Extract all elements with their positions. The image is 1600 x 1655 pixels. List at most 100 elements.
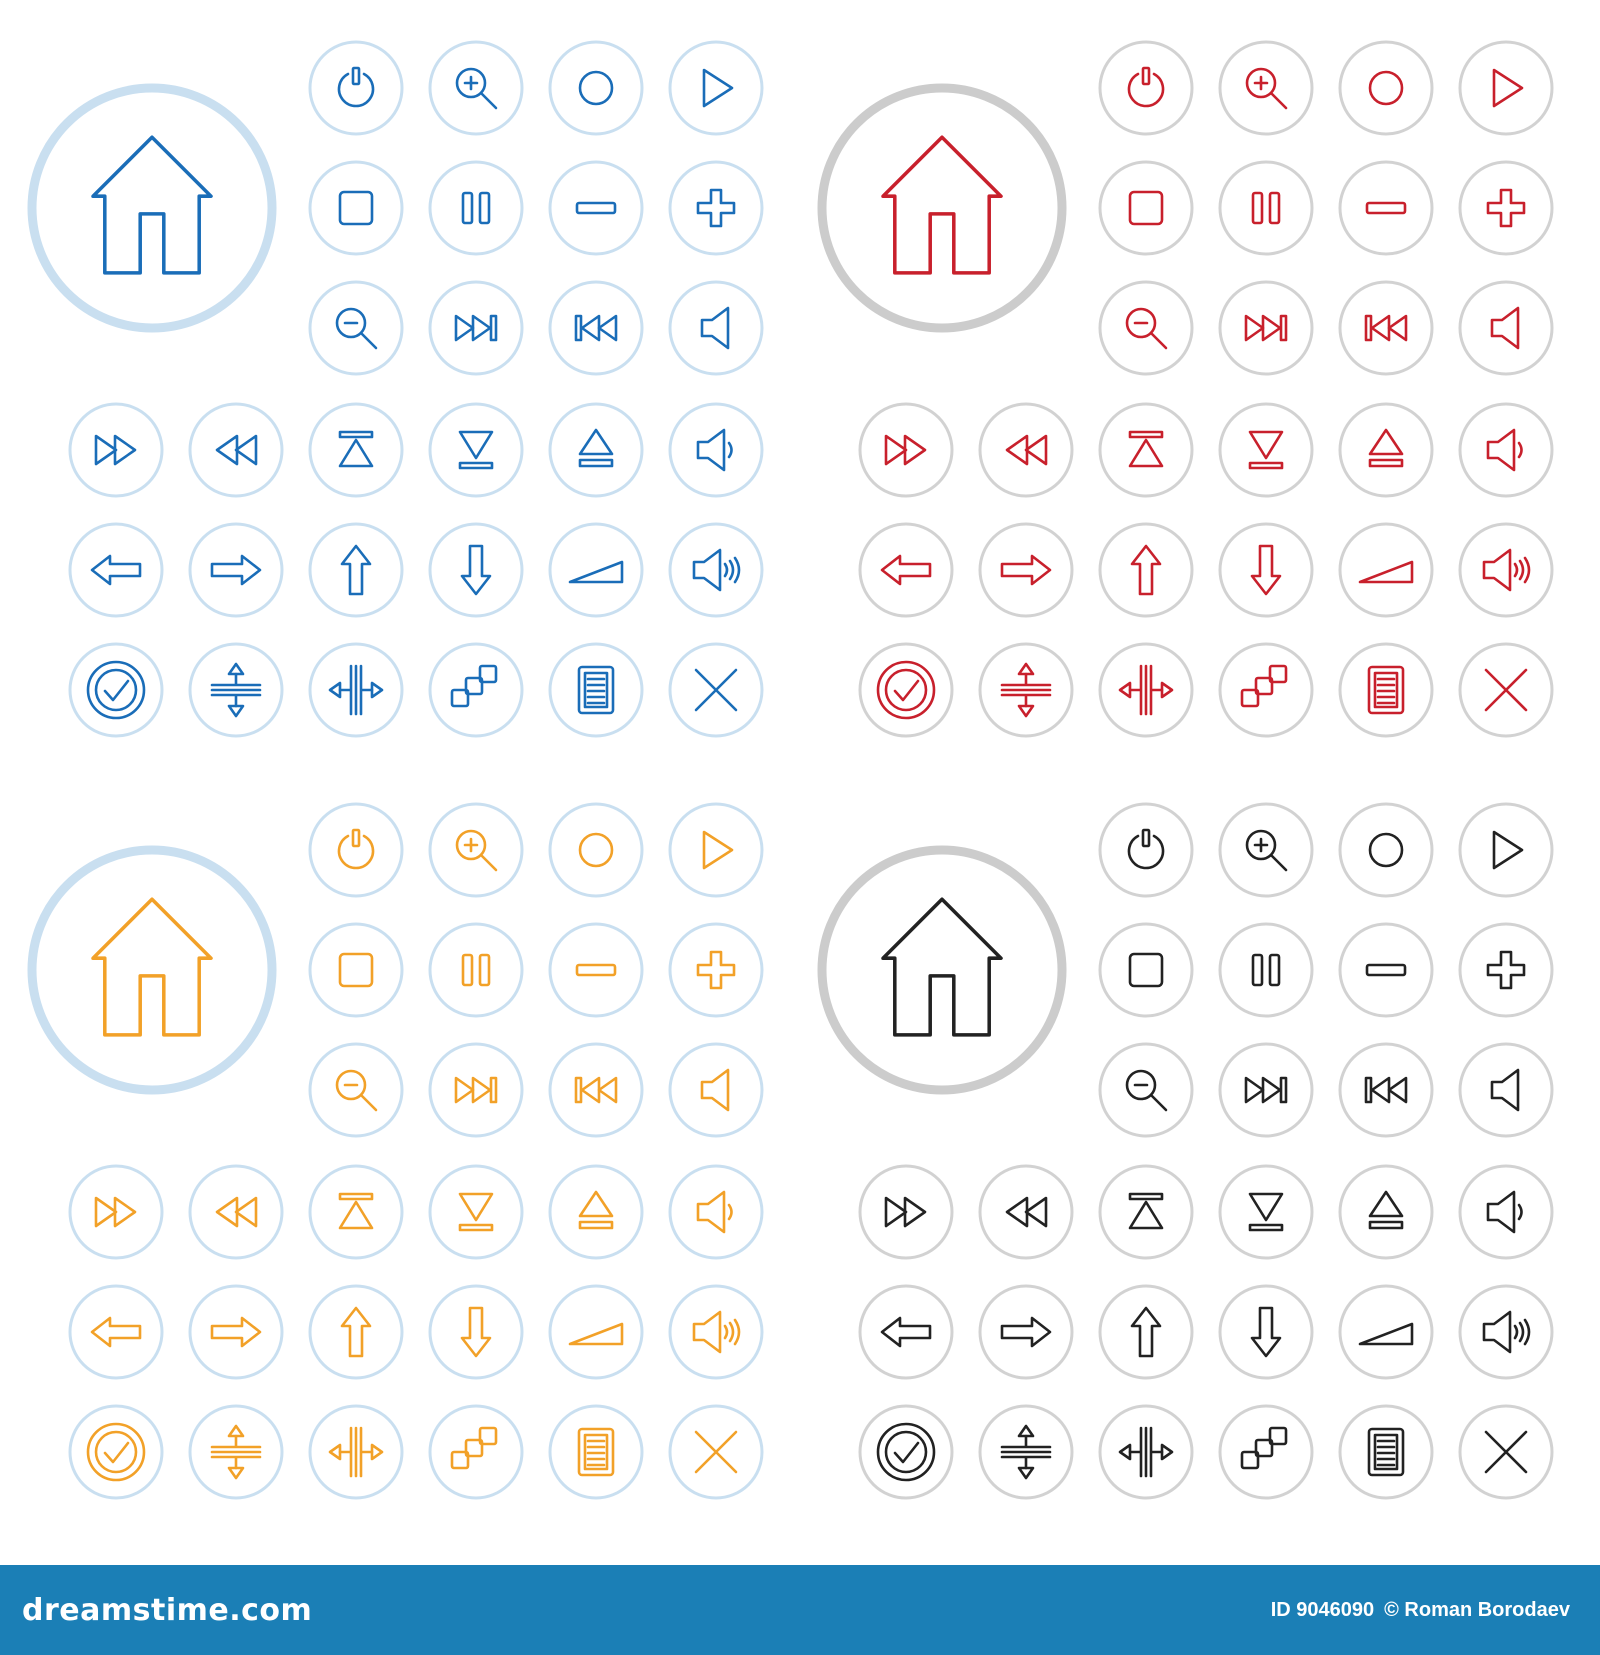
icon-ring	[668, 1284, 764, 1380]
icon-ring	[548, 522, 644, 618]
skip-forward-tile	[428, 1042, 524, 1138]
icon-ring	[428, 642, 524, 738]
close-tile	[668, 642, 764, 738]
check-tile	[68, 642, 164, 738]
icon-ring	[1338, 922, 1434, 1018]
minus-icon	[1365, 201, 1407, 215]
icon-ring	[1338, 280, 1434, 376]
close-tile	[1458, 642, 1554, 738]
fast-forward-tile	[858, 402, 954, 498]
speaker-tile	[668, 280, 764, 376]
icon-ring	[68, 1284, 164, 1380]
arrow-down-icon	[1250, 544, 1282, 596]
icon-ring	[668, 922, 764, 1018]
plus-tile	[668, 160, 764, 256]
play-tile	[668, 40, 764, 136]
icon-ring	[668, 160, 764, 256]
icon-ring	[668, 402, 764, 498]
icon-ring	[308, 402, 404, 498]
document-icon	[1367, 665, 1405, 715]
icon-ring	[1218, 642, 1314, 738]
pause-icon	[1251, 953, 1281, 987]
document-icon	[1367, 1427, 1405, 1477]
skip-forward-icon	[454, 1076, 498, 1104]
play-icon	[1492, 68, 1524, 108]
collapse-down-icon	[458, 1192, 494, 1232]
icon-ring	[1098, 802, 1194, 898]
icon-ring	[817, 83, 1067, 333]
arrow-left-tile	[858, 1284, 954, 1380]
arrow-up-tile	[1098, 522, 1194, 618]
arrow-up-tile	[308, 522, 404, 618]
arrow-down-tile	[428, 522, 524, 618]
zoom-out-tile	[308, 1042, 404, 1138]
pause-tile	[1218, 160, 1314, 256]
arrow-left-tile	[68, 522, 164, 618]
icon-ring	[428, 802, 524, 898]
icon-ring	[1098, 1164, 1194, 1260]
resize-horizontal-icon	[328, 1426, 384, 1478]
collapse-up-tile	[308, 402, 404, 498]
eject-tile	[1338, 1164, 1434, 1260]
close-tile	[668, 1404, 764, 1500]
collapse-up-icon	[1128, 1192, 1164, 1230]
skip-back-tile	[1338, 280, 1434, 376]
icon-ring	[668, 1164, 764, 1260]
zoom-out-icon	[1125, 1069, 1168, 1112]
icon-ring	[1218, 402, 1314, 498]
fast-forward-icon	[884, 434, 927, 466]
eject-tile	[548, 402, 644, 498]
icon-ring	[1338, 40, 1434, 136]
icon-ring	[428, 280, 524, 376]
icon-ring	[1458, 802, 1554, 898]
icon-ring	[1338, 522, 1434, 618]
icon-ring	[1218, 1284, 1314, 1380]
icon-ring	[1218, 522, 1314, 618]
volume-high-icon	[1482, 548, 1531, 592]
icon-ring	[188, 1284, 284, 1380]
zoom-out-tile	[1098, 1042, 1194, 1138]
collapse-down-tile	[1218, 1164, 1314, 1260]
collapse-down-tile	[428, 1164, 524, 1260]
resize-horizontal-tile	[1098, 642, 1194, 738]
icon-ring	[308, 922, 404, 1018]
pause-icon	[1251, 191, 1281, 225]
icon-ring	[1218, 922, 1314, 1018]
volume-high-icon	[692, 1310, 741, 1354]
collapse-down-tile	[428, 402, 524, 498]
resize-vertical-icon	[210, 1424, 262, 1480]
check-tile	[858, 642, 954, 738]
plus-tile	[1458, 160, 1554, 256]
rewind-icon	[1005, 1196, 1048, 1228]
home-icon	[91, 897, 213, 1037]
fast-forward-tile	[68, 402, 164, 498]
resize-vertical-icon	[1000, 662, 1052, 718]
plus-tile	[1458, 922, 1554, 1018]
icon-ring	[1218, 1042, 1314, 1138]
icon-ring	[1338, 802, 1434, 898]
volume-slope-icon	[1358, 560, 1414, 584]
volume-high-icon	[692, 548, 741, 592]
power-icon	[1127, 828, 1165, 870]
plus-icon	[1486, 188, 1526, 228]
power-icon	[1127, 66, 1165, 108]
zoom-out-tile	[308, 280, 404, 376]
zoom-in-tile	[428, 40, 524, 136]
record-tile	[548, 802, 644, 898]
document-tile	[1338, 642, 1434, 738]
arrow-right-icon	[1000, 554, 1052, 586]
close-icon	[694, 1430, 738, 1474]
volume-slope-icon	[568, 1322, 624, 1346]
power-icon	[337, 828, 375, 870]
home-icon	[881, 897, 1003, 1037]
icon-ring	[1098, 40, 1194, 136]
resize-vertical-tile	[188, 642, 284, 738]
icon-ring	[27, 845, 277, 1095]
icon-ring	[428, 522, 524, 618]
resize-vertical-icon	[210, 662, 262, 718]
stop-icon	[1128, 190, 1164, 226]
icon-ring	[308, 802, 404, 898]
arrow-down-tile	[1218, 1284, 1314, 1380]
check-icon	[876, 1422, 936, 1482]
power-tile	[308, 40, 404, 136]
